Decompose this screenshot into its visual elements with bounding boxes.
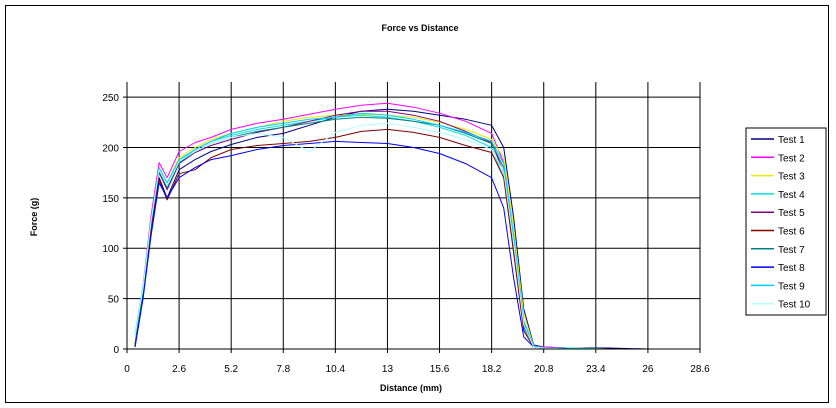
- legend-label: Test 2: [778, 153, 805, 164]
- legend-label: Test 10: [778, 300, 811, 311]
- legend-box: [745, 127, 827, 316]
- legend-label: Test 9: [778, 281, 805, 292]
- y-tick-label: 150: [102, 194, 119, 205]
- x-tick-label: 5.2: [224, 364, 238, 375]
- x-tick-label: 13: [382, 364, 394, 375]
- x-tick-label: 0: [124, 364, 130, 375]
- legend-label: Test 3: [778, 172, 805, 183]
- y-tick-label: 50: [108, 295, 120, 306]
- x-tick-label: 28.6: [690, 364, 710, 375]
- series-line-test-8: [134, 140, 648, 350]
- series-line-test-10: [134, 122, 648, 350]
- y-tick-label: 100: [102, 244, 119, 255]
- legend-label: Test 6: [778, 227, 805, 238]
- y-tick-label: 0: [113, 345, 119, 356]
- plot-background: [127, 82, 700, 349]
- series-lines: [134, 102, 648, 350]
- legend-label: Test 5: [778, 208, 805, 219]
- legend-label: Test 1: [778, 135, 805, 146]
- y-tick-label: 250: [102, 93, 119, 104]
- x-tick-label: 10.4: [326, 364, 346, 375]
- x-tick-label: 23.4: [586, 364, 606, 375]
- y-axis-label: Force (g): [29, 198, 39, 237]
- legend-label: Test 4: [778, 190, 805, 201]
- x-tick-label: 18.2: [482, 364, 502, 375]
- y-tick-label: 200: [102, 143, 119, 154]
- x-tick-label: 15.6: [430, 364, 450, 375]
- x-tick-label: 20.8: [534, 364, 554, 375]
- legend-label: Test 8: [778, 263, 805, 274]
- series-line-test-9: [134, 112, 648, 350]
- x-tick-label: 2.6: [172, 364, 186, 375]
- axes: [126, 82, 700, 350]
- tick-labels: 0 2.6 5.2 7.8 10.4 13 15.6 18.2 20.8 23.4 26 28.6 0 5…: [102, 93, 710, 375]
- legend: Test 1 Test 2 Test 3 Test 4 Test 5 Test 6 Test…: [745, 127, 827, 316]
- chart-title: Force vs Distance: [381, 23, 458, 33]
- x-tick-label: 7.8: [276, 364, 290, 375]
- gridlines: [123, 82, 701, 353]
- x-tick-label: 26: [642, 364, 654, 375]
- legend-label: Test 7: [778, 245, 805, 256]
- x-axis-label: Distance (mm): [380, 383, 442, 393]
- plot-area: [127, 82, 700, 349]
